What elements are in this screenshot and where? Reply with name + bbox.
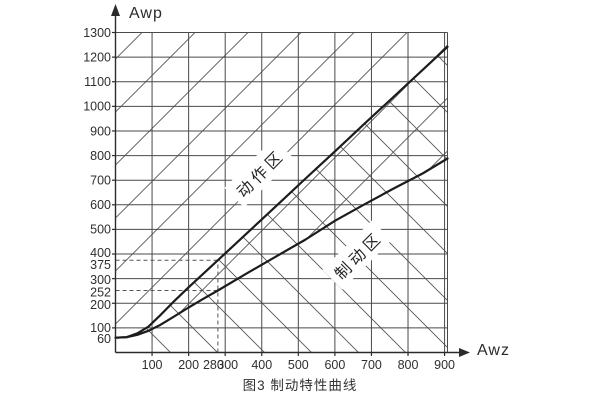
y-tick-label: 500 [90,223,111,237]
y-tick-label: 400 [90,246,111,260]
y-tick-label: 1200 [83,50,111,64]
y-tick-label: 300 [90,273,111,287]
y-tick-label: 1300 [83,26,111,40]
tick-marks [112,31,446,356]
grid-lines [115,32,448,353]
x-tick-label: 800 [398,358,419,372]
x-tick-label: 900 [434,358,455,372]
upper-boundary-curve [114,45,449,339]
y-tick-label: 200 [90,298,111,312]
y-tick-label: 375 [90,258,111,272]
figure-caption: 图3 制动特性曲线 [242,378,358,393]
x-tick-label: 500 [288,358,309,372]
x-tick-label: 400 [251,358,272,372]
axes [111,4,470,357]
x-tick-label: 200 [178,358,199,372]
x-tick-label: 100 [142,358,163,372]
y-axis-arrow [111,4,120,16]
y-tick-label: 800 [90,149,111,163]
x-tick-label: 300 [217,358,238,372]
x-tick-label: 280 [203,358,224,372]
x-tick-label: 700 [361,358,382,372]
y-tick-label: 700 [90,173,111,187]
y-tick-label: 1000 [83,100,111,114]
y-tick-label: 600 [90,198,111,212]
y-axis-title: Awp [129,5,163,22]
y-tick-label: 900 [90,124,111,138]
hatch-backward-diagonals [115,46,448,353]
y-tick-label: 60 [97,332,111,346]
y-tick-label: 100 [90,321,111,335]
y-tick-label: 1100 [84,75,111,89]
reference-dashed-lines [115,259,219,353]
x-axis-title: Awz [477,342,510,359]
lower-boundary-curve [114,157,449,339]
y-tick-label: 252 [90,285,111,299]
x-axis-arrow [459,348,470,357]
x-tick-label: 600 [324,358,345,372]
